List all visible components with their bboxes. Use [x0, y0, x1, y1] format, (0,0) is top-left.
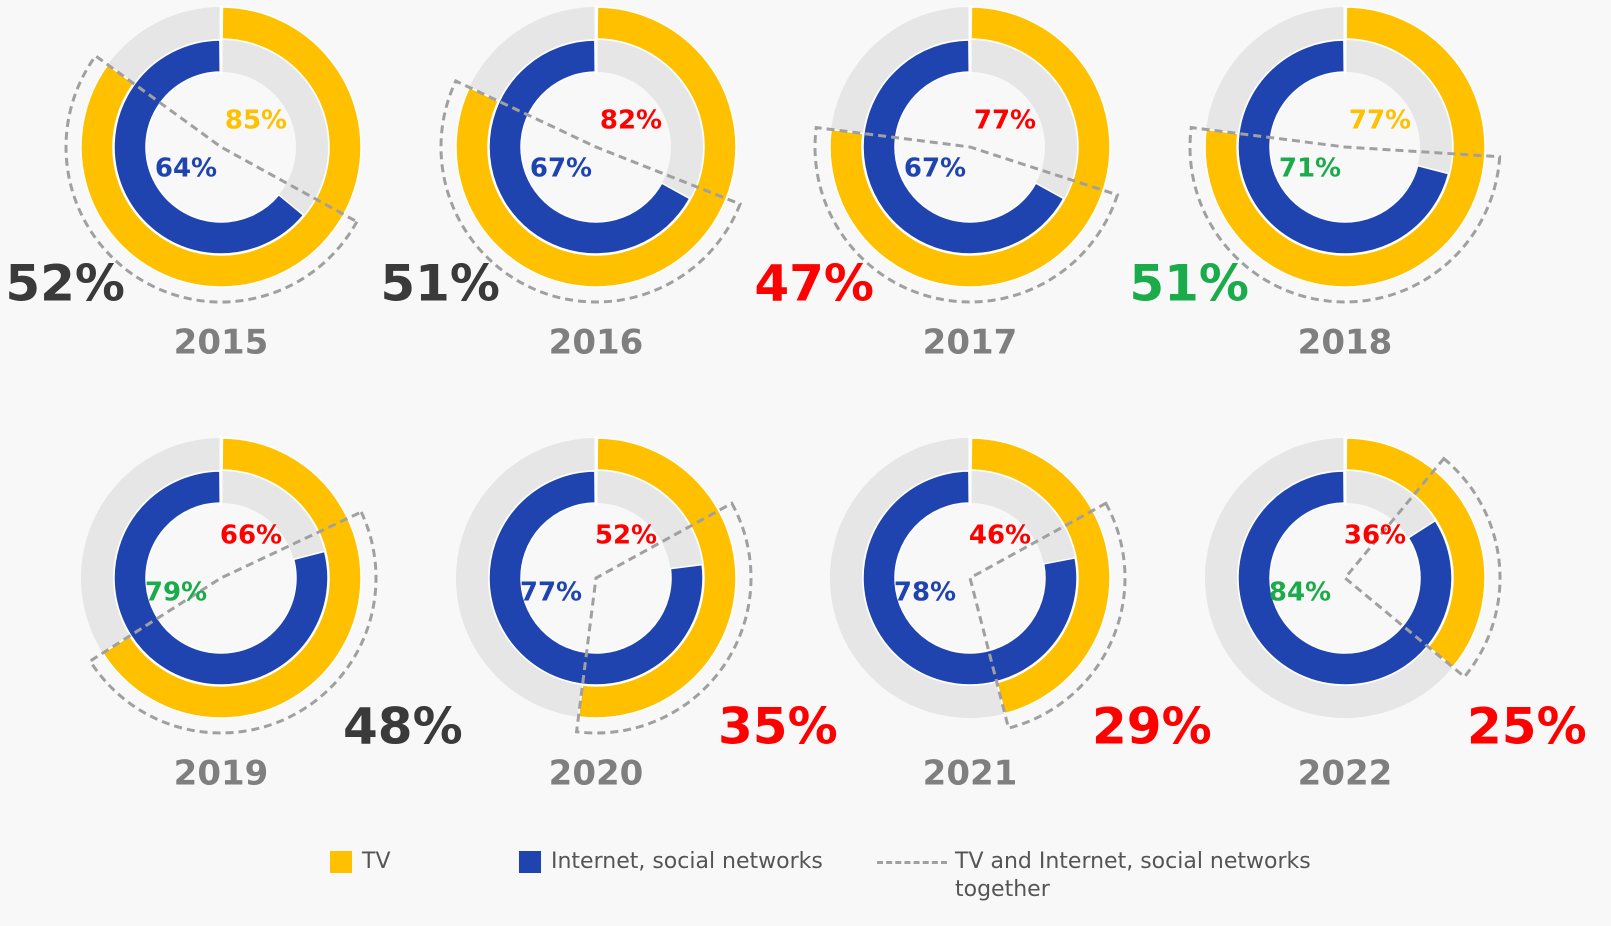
year-label: 2015	[174, 323, 269, 363]
internet-arc	[488, 470, 704, 686]
internet-label: 67%	[904, 154, 966, 184]
internet-label: 78%	[894, 578, 956, 608]
together-wedge	[1342, 456, 1502, 679]
legend-label: Internet, social networks	[551, 849, 823, 874]
legend-label: TV and Internet, social networks togethe…	[955, 849, 1311, 902]
together-wedge	[813, 125, 1120, 304]
together-label: 35%	[718, 698, 838, 756]
together-label: 51%	[380, 255, 500, 313]
internet-arc	[113, 39, 305, 255]
internet-label: 64%	[155, 154, 217, 184]
legend-item: TV and Internet, social networks togethe…	[877, 848, 1337, 904]
together-label: 52%	[5, 255, 125, 313]
tv-label: 36%	[1344, 521, 1406, 551]
together-wedge	[439, 79, 743, 304]
year-label: 2020	[549, 754, 644, 794]
internet-label: 77%	[520, 578, 582, 608]
year-label: 2019	[174, 754, 269, 794]
internet-arc	[1237, 39, 1450, 255]
together-label: 25%	[1467, 698, 1587, 756]
internet-arc	[862, 39, 1065, 255]
tv-label: 82%	[600, 106, 662, 136]
year-label: 2022	[1298, 754, 1393, 794]
together-label: 47%	[754, 255, 874, 313]
legend-swatch	[877, 861, 947, 864]
tv-arc	[455, 6, 737, 288]
tv-arc	[970, 437, 1111, 715]
together-wedge	[1188, 125, 1502, 304]
tv-arc	[1345, 437, 1486, 669]
tv-arc	[80, 6, 362, 288]
tv-label: 46%	[969, 521, 1031, 551]
together-wedge	[574, 501, 753, 735]
year-label: 2021	[923, 754, 1018, 794]
legend-label: TV	[362, 849, 391, 874]
tv-label: 52%	[595, 521, 657, 551]
internet-arc	[1237, 470, 1453, 686]
year-label: 2016	[549, 323, 644, 363]
together-label: 51%	[1129, 255, 1249, 313]
tv-label: 77%	[1349, 106, 1411, 136]
year-label: 2017	[923, 323, 1018, 363]
together-label: 48%	[343, 698, 463, 756]
internet-arc	[488, 39, 691, 255]
tv-label: 66%	[220, 521, 282, 551]
internet-label: 71%	[1279, 154, 1341, 184]
tv-label: 85%	[225, 106, 287, 136]
tv-arc	[101, 437, 362, 719]
internet-label: 67%	[530, 154, 592, 184]
together-wedge	[64, 53, 359, 304]
legend-item: TV	[330, 848, 391, 876]
tv-arc	[577, 437, 737, 719]
together-wedge	[968, 501, 1127, 730]
internet-label: 79%	[145, 578, 207, 608]
tv-label: 77%	[974, 106, 1036, 136]
legend-swatch	[519, 851, 541, 873]
internet-arc	[113, 470, 329, 686]
legend-item: Internet, social networks	[519, 848, 823, 876]
internet-label: 84%	[1269, 578, 1331, 608]
legend-swatch	[330, 851, 352, 873]
chart: 85% 64% 52% 2015 82% 67% 51% 2016 77% 67% 47% 2017 7…	[5, 5, 1587, 794]
year-label: 2018	[1298, 323, 1393, 363]
together-label: 29%	[1092, 698, 1212, 756]
tv-arc	[829, 6, 1111, 288]
